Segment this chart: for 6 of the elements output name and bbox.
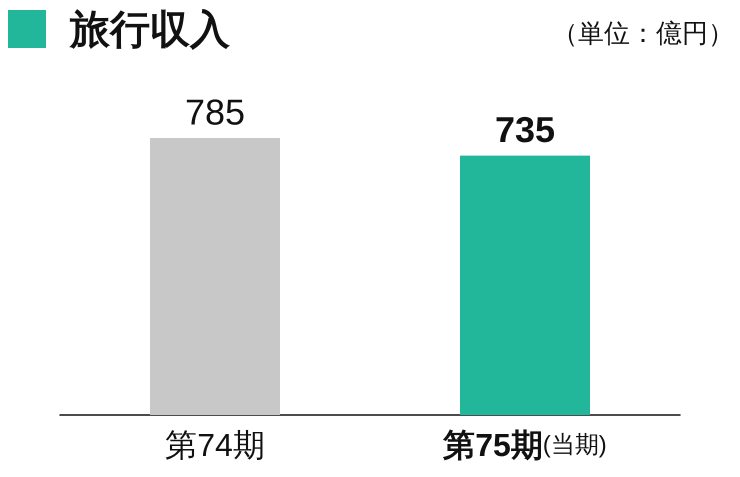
data-label: 735 bbox=[494, 109, 556, 150]
chart-subtitle: （単位：億円） bbox=[552, 18, 734, 51]
chart-title: 旅行収入 bbox=[70, 6, 230, 55]
data-label: 785 bbox=[184, 92, 246, 132]
x-tick-label: 第75期(当期) bbox=[442, 427, 607, 463]
x-tick-label: 第74期 bbox=[165, 427, 265, 463]
